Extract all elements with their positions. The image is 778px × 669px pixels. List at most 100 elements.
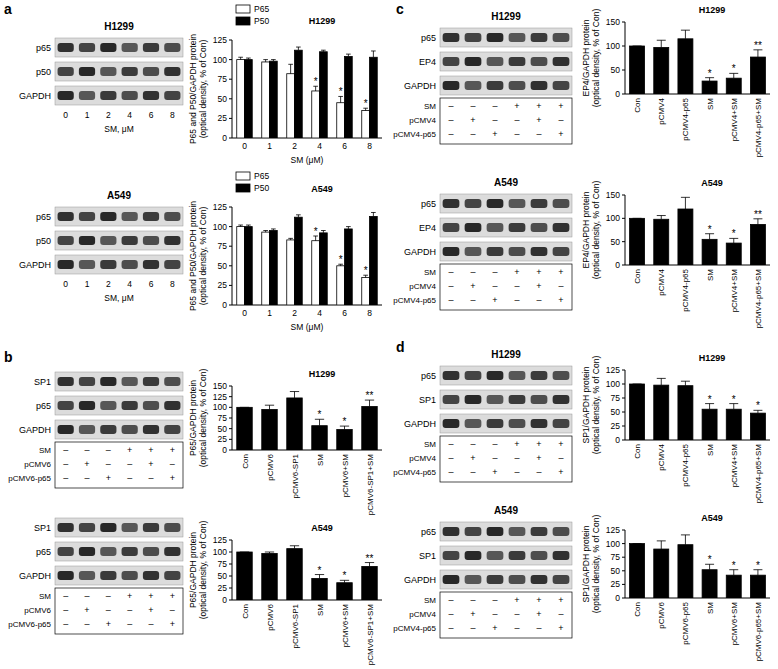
y-tick-label: 125 (213, 35, 227, 45)
treatment-sign: + (170, 473, 175, 483)
chart: 0255075100125SP1/GAPDH protein(optical d… (581, 353, 770, 503)
y-label-line: EP4/GAPDH protein (581, 191, 591, 268)
blot-strip (440, 366, 572, 385)
bar (678, 386, 693, 440)
blot-band (143, 236, 159, 245)
y-tick (622, 265, 625, 266)
treatment-sign: – (470, 439, 475, 449)
blot-band (79, 571, 95, 580)
blot-band (143, 43, 159, 52)
bar (726, 409, 741, 440)
chart: 0255075100125P65/GAPDH protein(optical d… (188, 521, 382, 666)
treatment-sign: + (558, 439, 563, 449)
treatment-sign: – (127, 605, 132, 615)
bar (702, 239, 717, 265)
chart: 0255075100125P65 and P50/GAPDH protein(o… (188, 171, 382, 332)
blot-band (143, 547, 159, 556)
blot-strip (440, 414, 572, 433)
blot-band (487, 527, 504, 536)
chart-title: H1299 (699, 353, 726, 363)
blot-band (487, 247, 504, 256)
treatment-sign: + (536, 101, 541, 111)
bar (630, 384, 645, 440)
plot-area (237, 212, 378, 305)
x-tick-label: pCMV6 (657, 601, 666, 628)
lane-label: 6 (149, 279, 154, 289)
background (0, 0, 778, 669)
blot-band (143, 523, 159, 532)
blot-strip (55, 566, 183, 585)
blot-band (509, 371, 526, 380)
y-tick-label: 75 (218, 241, 228, 251)
y-label-line: (optical density, % of Con) (591, 356, 601, 455)
blot-band (79, 43, 95, 52)
bar (337, 430, 353, 450)
blot-band (443, 57, 460, 66)
blot-band (509, 33, 526, 42)
bar (245, 227, 253, 305)
treatment-sign: – (106, 605, 111, 615)
blot-band (143, 91, 159, 100)
treatment-sign: + (470, 281, 475, 291)
treatment-sign: – (536, 467, 541, 477)
blot-band (487, 223, 504, 232)
y-tick (229, 418, 232, 419)
blot-band (509, 575, 526, 584)
y-tick-label: 125 (213, 202, 227, 212)
blot-band (487, 575, 504, 584)
x-tick-label: pCMV4-p65 (681, 268, 690, 311)
blot-band (509, 81, 526, 90)
blot-band (164, 91, 180, 100)
treatment-sign: – (448, 439, 453, 449)
blot-row-label: p65 (421, 33, 436, 43)
y-label-line: P65/GAPDH protein (188, 532, 198, 608)
x-tick-label: 0 (242, 141, 247, 151)
x-tick-label: pCMV4 (657, 97, 666, 124)
x-tick-label: pCMV6-p65+SM (754, 602, 763, 662)
y-tick (622, 530, 625, 531)
treatment-sign: – (63, 445, 68, 455)
blot-band (164, 547, 180, 556)
treatment-sign: + (536, 267, 541, 277)
blot-band (122, 425, 138, 434)
error-bar (371, 212, 376, 216)
blot-band (509, 57, 526, 66)
significance: * (756, 560, 760, 571)
bar (312, 578, 328, 600)
blot-band (487, 551, 504, 560)
bar (726, 78, 741, 94)
blot-band (465, 551, 482, 560)
blot-band (553, 199, 570, 208)
y-tick-label: 25 (218, 583, 228, 593)
treatment-name: SM (424, 102, 436, 111)
significance: ** (754, 209, 762, 220)
error-bar (263, 231, 268, 233)
significance: * (318, 565, 322, 576)
blot-band (164, 571, 180, 580)
blot-row-label: EP4 (419, 223, 436, 233)
blot-band (79, 91, 95, 100)
blot-row-label: p65 (36, 212, 51, 222)
blot: A549p65p50GAPDH012468SM, μM (19, 190, 183, 303)
treatment-name: SM (424, 440, 436, 449)
y-tick (229, 265, 232, 266)
treatment-sign: + (536, 453, 541, 463)
blot-band (553, 247, 570, 256)
y-tick-label: 50 (611, 407, 621, 417)
blot-band (79, 67, 95, 76)
blot-band (122, 401, 138, 410)
x-tick-label: 4 (317, 141, 322, 151)
blot-band (465, 395, 482, 404)
y-tick (229, 407, 232, 408)
treatment-sign: + (536, 281, 541, 291)
panel-letter: a (4, 1, 12, 17)
treatment-name: pCMV6 (24, 460, 51, 469)
x-tick-label: 8 (367, 308, 372, 318)
blot-band (465, 247, 482, 256)
blot-band (164, 67, 180, 76)
y-tick (622, 70, 625, 71)
error-bar (657, 541, 666, 549)
bar (345, 229, 353, 305)
legend-label: P65 (254, 171, 269, 181)
blot-band (553, 575, 570, 584)
